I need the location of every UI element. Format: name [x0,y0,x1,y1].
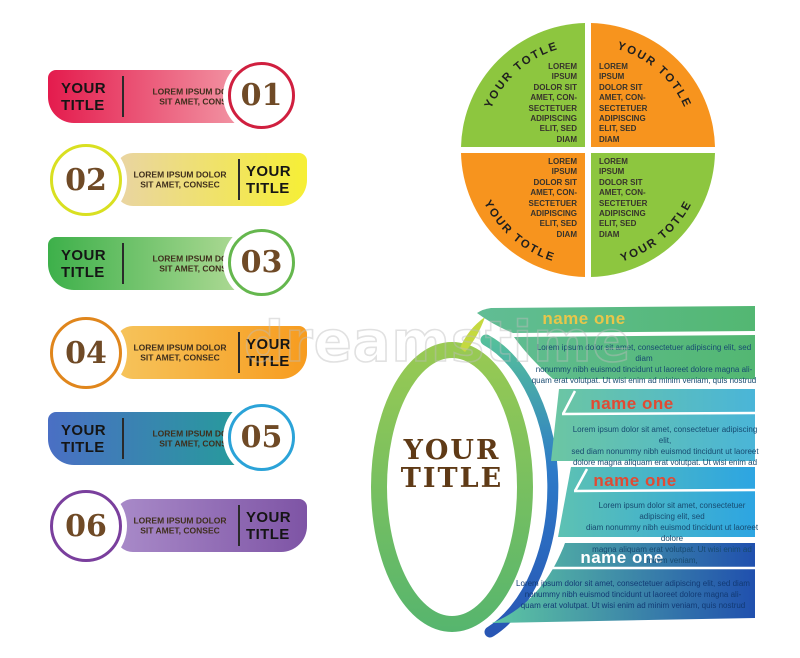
divider-line [238,332,240,373]
pie-text-top-right: LOREM IPSUM DOLOR SIT AMET, CON- SECTETU… [599,62,648,144]
pie-quadrant-bottom-right [591,153,715,277]
center-ellipse-ring [371,342,533,632]
step-number: 05 [240,420,283,455]
panel-3-shape [558,467,755,537]
step-item-03: YOUR TITLE LOREM IPSUM DOLOR SIT AMET, C… [0,229,330,327]
panel-4-text: Lorem ipsum dolor sit amet, consectetuer… [516,579,750,610]
panel-2-header-divider-line [561,411,756,416]
blue-arc [480,334,559,638]
step-description: LOREM IPSUM DOLOR SIT AMET, CONSEC [133,169,227,190]
divider-line [122,418,124,459]
divider-line [122,243,124,284]
step-title: YOUR TITLE [246,162,291,197]
step-banner: LOREM IPSUM DOLOR SIT AMET, CONSEC YOUR … [115,153,307,206]
step-number-circle: 04 [50,317,122,389]
leaf-tip-shape [460,317,485,352]
step-item-06: LOREM IPSUM DOLOR SIT AMET, CONSEC YOUR … [0,490,330,589]
panel-2-header-slant-line [561,390,577,415]
divider-line [238,505,240,546]
step-number-circle: 02 [50,144,122,216]
step-banner: LOREM IPSUM DOLOR SIT AMET, CONSEC YOUR … [115,326,307,379]
step-title: YOUR TITLE [61,421,106,456]
panel-4-shape [492,543,755,623]
step-item-05: YOUR TITLE LOREM IPSUM DOLOR SIT AMET, C… [0,404,330,502]
step-number: 04 [65,335,107,371]
showcase-center-title: YOUR TITLE [400,435,504,494]
step-title: YOUR TITLE [61,246,106,281]
pie-quadrant-top-left [461,23,585,147]
panel-1-body-shape [514,335,755,379]
step-number-circle: 01 [228,62,295,129]
panel-3-text: Lorem ipsum dolor sit amet, consectetuer… [585,501,759,565]
pie-quadrant-top-right [591,23,715,147]
step-number-circle: 05 [228,404,295,471]
panel-3-label: name one [593,471,677,490]
step-title: YOUR TITLE [246,335,291,370]
panel-4-label: name one [580,548,664,567]
pie-text-bottom-right: LOREM IPSUM DOLOR SIT AMET, CON- SECTETU… [599,157,648,239]
showcase-graphic [371,306,756,638]
step-title: YOUR TITLE [246,508,291,543]
panel-4-header-slant-line [550,544,565,569]
pie-quadrant-bottom-left [461,153,585,277]
step-number-circle: 03 [228,229,295,296]
pie-chart: YOUR TOTLE YOUR TOTLE YOUR TOTLE YOUR TO… [461,23,715,277]
divider-line [238,159,240,200]
panel-1-text: Lorem ipsum dolor sit amet, consectetuer… [531,343,757,385]
step-item-02: LOREM IPSUM DOLOR SIT AMET, CONSEC YOUR … [0,144,330,243]
step-banner: LOREM IPSUM DOLOR SIT AMET, CONSEC YOUR … [115,499,307,552]
step-number: 02 [65,162,107,198]
step-title: YOUR TITLE [61,79,106,114]
panel-3-header-divider-line [573,488,756,493]
panel-2-shape [551,389,755,461]
pie-text-top-left: LOREM IPSUM DOLOR SIT AMET, CON- SECTETU… [528,62,577,144]
step-number-circle: 06 [50,490,122,562]
panel-1-label: name one [542,309,626,328]
pie-text-bottom-left: LOREM IPSUM DOLOR SIT AMET, CON- SECTETU… [528,157,577,239]
step-number: 01 [240,78,283,113]
panel-2-text: Lorem ipsum dolor sit amet, consectetuer… [571,425,759,467]
panel-3-header-slant-line [573,468,589,492]
step-description: LOREM IPSUM DOLOR SIT AMET, CONSEC [133,342,227,363]
step-item-04: LOREM IPSUM DOLOR SIT AMET, CONSEC YOUR … [0,317,330,416]
panel-2-label: name one [590,394,674,413]
step-number: 03 [240,245,283,280]
step-number: 06 [65,508,107,544]
divider-line [122,76,124,117]
step-item-01: YOUR TITLE LOREM IPSUM DOLOR SIT AMET, C… [0,62,330,160]
panel-1-header-shape [477,306,755,333]
step-description: LOREM IPSUM DOLOR SIT AMET, CONSEC [133,515,227,536]
